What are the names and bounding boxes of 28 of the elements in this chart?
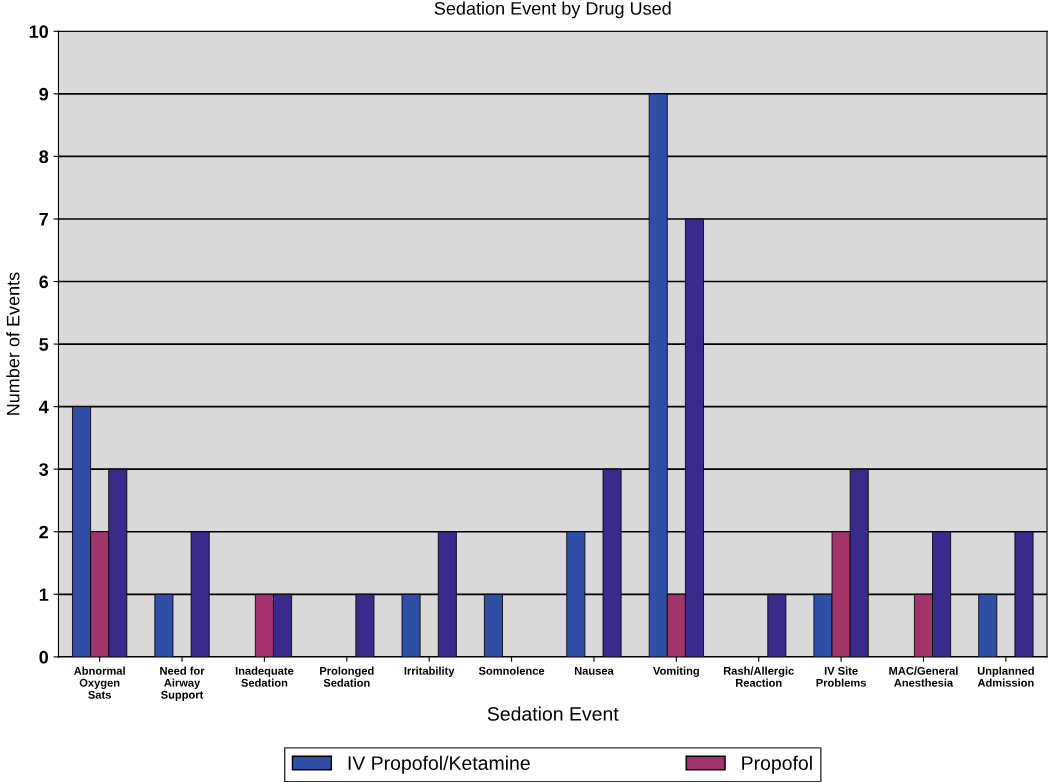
x-tick-label: Nausea — [574, 667, 614, 675]
y-tick-label: 3 — [39, 463, 49, 476]
x-tick-label: Prolonged Sedation — [320, 666, 374, 687]
x-tick-label: Inadequate Sedation — [235, 666, 294, 687]
x-tick-label: Abnormal Oxygen Sats — [74, 666, 125, 699]
x-tick-label: Unplanned Admission — [977, 666, 1034, 687]
x-axis-title: Sedation Event — [487, 706, 619, 721]
y-tick-label: 6 — [39, 275, 49, 289]
legend-label: IV Propofol/Ketamine — [348, 755, 530, 774]
x-tick-label: Irritability — [404, 666, 455, 677]
x-tick-label: IV Site Problems — [816, 666, 866, 687]
y-tick-label: 2 — [39, 525, 49, 539]
y-tick-label: 7 — [39, 213, 48, 226]
x-tick-label: Vomiting — [653, 666, 699, 678]
y-tick-label: 9 — [39, 87, 49, 101]
x-tick-label: Rash/Allergic Reaction — [723, 666, 794, 687]
y-tick-label: 10 — [29, 25, 48, 38]
chart-title: Sedation Event by Drug Used — [434, 1, 671, 19]
y-axis-title: Number of Events — [6, 272, 20, 415]
x-tick-label: Need for Airway Support — [160, 666, 205, 701]
legend-label: Propofol — [742, 755, 812, 774]
x-tick-label: Somnolence — [478, 666, 545, 675]
y-tick-label: 8 — [39, 150, 49, 164]
x-tick-label: MAC/General Anesthesia — [889, 666, 958, 687]
y-tick-label: 5 — [39, 338, 49, 351]
y-tick-label: 0 — [39, 650, 48, 664]
y-tick-label: 1 — [39, 588, 49, 601]
y-tick-label: 4 — [38, 400, 49, 414]
